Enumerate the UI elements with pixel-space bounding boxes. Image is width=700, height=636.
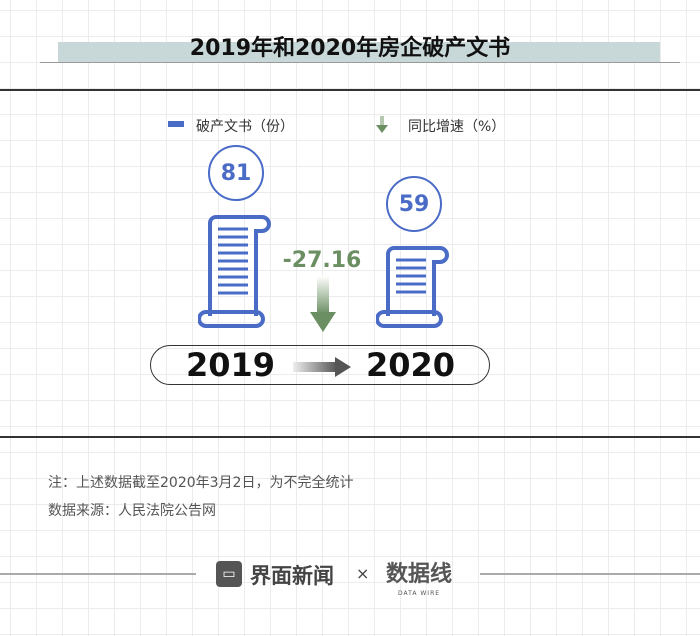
scroll-bar-2019 bbox=[198, 215, 271, 328]
footer-line-left bbox=[0, 573, 196, 575]
year-2019: 2019 bbox=[186, 346, 276, 384]
year-2020: 2020 bbox=[366, 346, 456, 384]
change-label: -27.16 bbox=[282, 248, 362, 273]
divider-top bbox=[0, 89, 700, 91]
source: 数据来源：人民法院公告网 bbox=[48, 503, 216, 519]
brand-logo-icon: ▭ bbox=[216, 561, 242, 587]
legend-bar-swatch bbox=[168, 121, 184, 127]
year-pill bbox=[150, 345, 490, 385]
timeline-arrow bbox=[293, 357, 351, 377]
partner-logo-sub: DATA WIRE bbox=[398, 590, 441, 597]
legend-change-label: 同比增速（%） bbox=[408, 119, 506, 135]
scroll-bar-2020 bbox=[376, 246, 449, 328]
value-label-2019: 81 bbox=[208, 145, 264, 201]
footer-line-right bbox=[480, 573, 700, 575]
arrow-down-icon bbox=[376, 116, 388, 133]
divider bbox=[40, 62, 680, 63]
partner-logo: 数据线 bbox=[386, 562, 453, 587]
times-sign: × bbox=[356, 564, 370, 583]
brand-name: 界面新闻 bbox=[250, 564, 334, 588]
page-title: 2019年和2020年房企破产文书 bbox=[189, 36, 511, 61]
title-band bbox=[58, 42, 660, 62]
note: 注：上述数据截至2020年3月2日，为不完全统计 bbox=[48, 475, 354, 491]
change-arrow bbox=[310, 276, 336, 332]
divider-bottom bbox=[0, 436, 700, 438]
legend-bar-label: 破产文书（份） bbox=[196, 119, 294, 135]
value-label-2020: 59 bbox=[386, 176, 442, 232]
